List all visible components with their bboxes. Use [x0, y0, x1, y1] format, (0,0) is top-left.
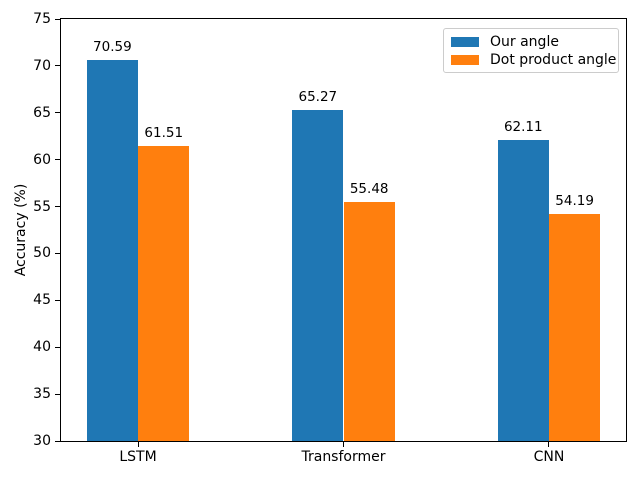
- bar-value-label: 65.27: [298, 89, 338, 106]
- x-tick-label: Transformer: [301, 449, 386, 465]
- x-tick: [343, 442, 344, 447]
- y-tick-label: 70: [33, 57, 51, 74]
- y-tick: [55, 346, 60, 348]
- bar-value-label: 55.48: [349, 181, 389, 198]
- y-tick: [55, 206, 60, 208]
- y-tick: [55, 393, 60, 395]
- y-tick-label: 40: [33, 339, 51, 356]
- y-tick-label: 65: [33, 104, 51, 121]
- y-tick-label: 30: [33, 433, 51, 449]
- y-tick: [55, 18, 60, 20]
- bar-dot-product-angle: [343, 202, 395, 441]
- legend-item: Our angle: [451, 35, 618, 49]
- y-tick: [55, 112, 60, 114]
- x-tick: [548, 442, 550, 447]
- x-tick: [137, 442, 139, 447]
- bar-value-label: 62.11: [503, 118, 543, 135]
- y-tick: [55, 252, 60, 254]
- y-tick-label: 75: [33, 11, 51, 27]
- legend-swatch: [451, 54, 479, 65]
- y-tick: [55, 440, 60, 442]
- y-tick-label: 55: [33, 198, 51, 215]
- bar-value-label: 70.59: [93, 39, 132, 56]
- y-tick: [55, 65, 60, 67]
- bar-value-label: 61.51: [144, 124, 184, 141]
- legend-label: Our angle: [490, 33, 559, 50]
- y-tick-label: 50: [33, 245, 51, 262]
- x-tick-label: LSTM: [119, 449, 157, 465]
- x-tick-label: CNN: [533, 449, 565, 465]
- bar-dot-product-angle: [138, 145, 190, 441]
- bar-our-angle: [497, 139, 549, 441]
- bar-value-label: 54.19: [555, 193, 594, 210]
- y-tick-label: 45: [33, 292, 51, 309]
- bar-our-angle: [292, 110, 344, 441]
- legend-label: Dot product angle: [490, 51, 617, 68]
- y-tick: [55, 299, 60, 301]
- y-tick-label: 35: [33, 386, 51, 403]
- y-tick-label: 60: [33, 151, 51, 168]
- legend-item: Dot product angle: [451, 53, 618, 67]
- y-tick: [55, 159, 60, 161]
- bar-dot-product-angle: [548, 214, 601, 441]
- y-axis-label: Accuracy (%): [13, 183, 29, 277]
- bar-our-angle: [86, 60, 139, 441]
- legend-swatch: [451, 36, 479, 47]
- legend: Our angle Dot product angle: [443, 28, 619, 73]
